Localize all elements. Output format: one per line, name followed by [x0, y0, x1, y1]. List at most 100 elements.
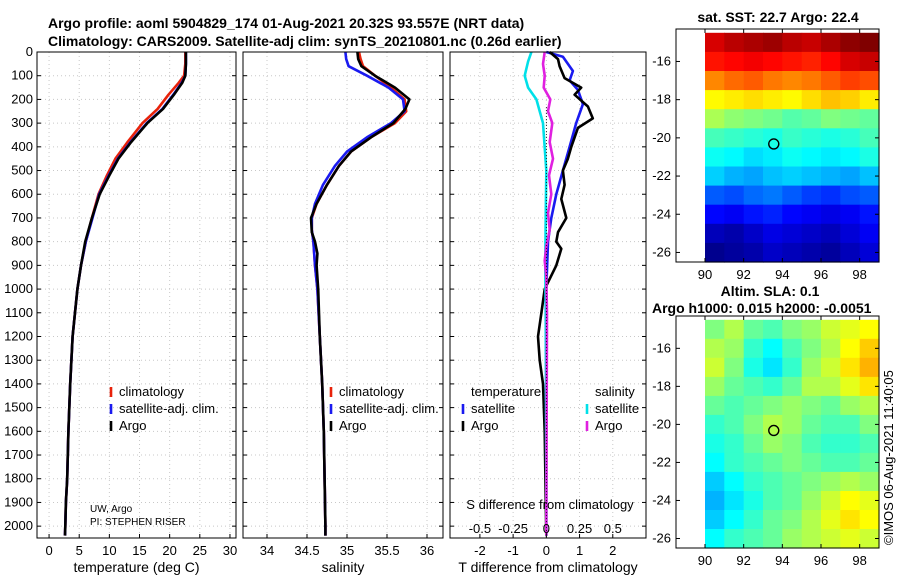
map-frame [675, 28, 880, 263]
map-cell [859, 529, 880, 549]
map-cell [782, 452, 803, 473]
legend-label: climatology [339, 384, 405, 399]
map-cell [821, 128, 841, 148]
y-tick-label: 400 [11, 139, 33, 154]
map-cell [724, 128, 745, 148]
y-tick-label: 1700 [4, 447, 33, 462]
map-cell [705, 357, 725, 378]
map-cell [743, 491, 764, 511]
map-cell [821, 90, 841, 110]
map-cell [782, 529, 803, 549]
x-tick-label: 5 [76, 543, 83, 558]
map-cell [724, 223, 745, 244]
map-cell [801, 471, 822, 492]
x-axis-label: T difference from climatology [458, 559, 637, 575]
y-tick-label: -16 [652, 53, 671, 68]
map-cell [840, 491, 861, 511]
map-cell [743, 319, 764, 340]
map-cell [743, 166, 764, 187]
map-cell [801, 376, 822, 397]
map-cell [859, 51, 880, 72]
map-cell [801, 71, 822, 91]
map-cell [782, 491, 803, 511]
plot-frame [242, 51, 444, 539]
map-cell [801, 510, 822, 530]
map-cell [705, 414, 725, 435]
map-cell [743, 529, 764, 549]
x-tick-label: 34.5 [294, 543, 319, 558]
argo-position-marker [768, 424, 780, 437]
map-cell [763, 471, 783, 492]
map-cell [743, 414, 764, 435]
map-cell [801, 223, 822, 244]
y-tick-label: 1200 [4, 328, 33, 343]
y-tick-label: 500 [11, 163, 33, 178]
secondary-tick-label: -0.5 [469, 521, 491, 536]
map-cell [705, 491, 725, 511]
map-cell [821, 529, 841, 549]
salinity-panel: 34 34.5 35 35.5 36 salinity climatology satelli… [242, 51, 444, 575]
map-cell [705, 319, 725, 340]
y-tick-label: -22 [652, 168, 671, 183]
map-cell [859, 433, 880, 454]
x-tick-label: 20 [162, 543, 176, 558]
map-cell [724, 90, 745, 110]
y-tick-label: 1500 [4, 400, 33, 415]
y-tick-label: -26 [652, 530, 671, 545]
map-cell [724, 491, 745, 511]
map-cell [724, 32, 745, 53]
map-cell [705, 376, 725, 397]
map-cell [763, 357, 783, 378]
map-cell [859, 395, 880, 416]
secondary-tick-label: 0.25 [567, 521, 592, 536]
map-cell [782, 32, 803, 53]
y-tick-label: 600 [11, 186, 33, 201]
map-cell [801, 395, 822, 416]
map-cell [743, 338, 764, 359]
map-cell [859, 71, 880, 91]
y-tick-label: -22 [652, 454, 671, 469]
map-cell [705, 471, 725, 492]
x-tick-label: 10 [102, 543, 116, 558]
x-tick-label: 94 [775, 267, 789, 282]
credit-line-2: PI: STEPHEN RISER [90, 517, 186, 528]
y-tick-label: 800 [11, 234, 33, 249]
y-tick-label: 1400 [4, 376, 33, 391]
map-cell [821, 242, 841, 263]
map-cell [705, 510, 725, 530]
map-cell [840, 223, 861, 244]
map-cell [724, 395, 745, 416]
map-cell [705, 242, 725, 263]
x-tick-label: 90 [698, 553, 712, 568]
map-cell [743, 185, 764, 206]
map-cell [743, 357, 764, 378]
map-cell [840, 452, 861, 473]
map-cell [821, 491, 841, 511]
title-line-2: Climatology: CARS2009. Satellite-adj cli… [48, 33, 562, 49]
map-cell [763, 71, 783, 91]
map-cell [724, 185, 745, 206]
map-cell [705, 223, 725, 244]
map-cell [743, 147, 764, 168]
y-tick-label: 1800 [4, 471, 33, 486]
map-cell [840, 128, 861, 148]
map-cell [743, 433, 764, 454]
map-cell [763, 338, 783, 359]
map-cell [705, 51, 725, 72]
title-line-1: Argo profile: aoml 5904829_174 01-Aug-20… [48, 15, 524, 31]
y-tick-label: 200 [11, 91, 33, 106]
map-cell [743, 510, 764, 530]
map-cell [705, 128, 725, 148]
x-tick-label: 98 [852, 267, 866, 282]
map-cell [840, 147, 861, 168]
map-cell [705, 529, 725, 549]
map-cell [724, 471, 745, 492]
map-cell [782, 204, 803, 225]
map-cell [801, 452, 822, 473]
map-cell [801, 90, 822, 110]
map-cell [705, 109, 725, 129]
map-cell [801, 185, 822, 206]
map-cell [705, 71, 725, 91]
map-cell [840, 395, 861, 416]
map-cell [821, 338, 841, 359]
